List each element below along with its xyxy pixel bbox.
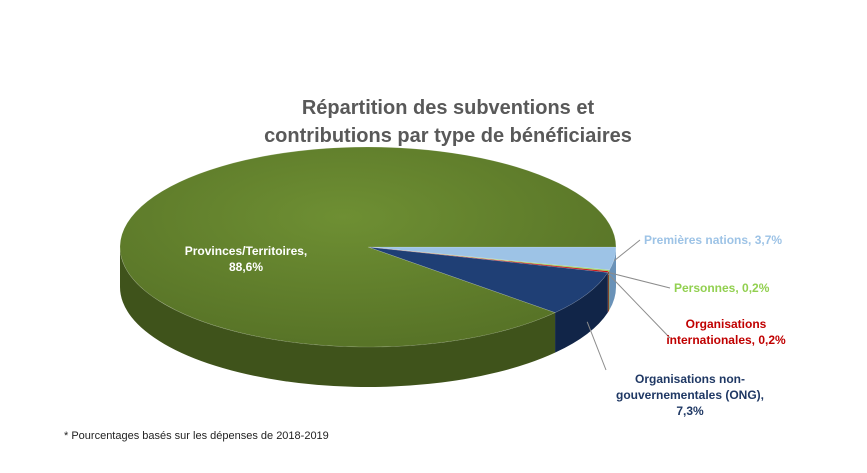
label-internationales-name: Organisations	[686, 317, 767, 331]
pie-slice-personnes	[367, 246, 610, 272]
label-ong-name-2: gouvernementales (ONG),	[616, 388, 764, 402]
pie-slice-organisations-non-gouvernementales-ong	[367, 246, 609, 313]
pie-slice-provinces-territoires	[119, 146, 617, 348]
label-premieres-nations: Premières nations, 3,7%	[644, 233, 782, 247]
footnote: * Pourcentages basés sur les dépenses de…	[64, 430, 329, 442]
leader-lines	[586, 239, 671, 371]
leader-line-organisations-non-gouvernementales-ong	[586, 321, 607, 371]
leader-line-organisations-internationales	[607, 273, 671, 339]
pie-side-organisations-non-gouvernementales-ong	[555, 272, 608, 353]
label-ong-name: Organisations non-	[635, 372, 745, 386]
label-internationales-value: internationales, 0,2%	[666, 333, 786, 347]
chart-title: Répartition des subventions et contribut…	[264, 97, 632, 147]
leader-line-premieres-nations	[614, 239, 641, 261]
pie-side-provinces-territoires	[120, 247, 556, 387]
pie-side-organisations-internationales	[607, 271, 609, 313]
pie-slice-organisations-internationales	[367, 246, 610, 273]
pie-tops	[119, 146, 617, 348]
label-personnes: Personnes, 0,2%	[674, 281, 770, 295]
label-provinces-name: Provinces/Territoires,	[185, 244, 308, 258]
slice-labels: Provinces/Territoires, 88,6% Premières n…	[185, 233, 786, 418]
label-provinces-value: 88,6%	[229, 260, 263, 274]
chart-title-line-1: Répartition des subventions et	[302, 97, 595, 119]
pie-side-personnes	[608, 270, 610, 312]
label-ong-value: 7,3%	[676, 404, 704, 418]
chart-title-line-2: contributions par type de bénéficiaires	[264, 125, 632, 147]
leader-line-personnes	[608, 272, 671, 289]
pie-slice-premieres-nations	[367, 246, 617, 271]
